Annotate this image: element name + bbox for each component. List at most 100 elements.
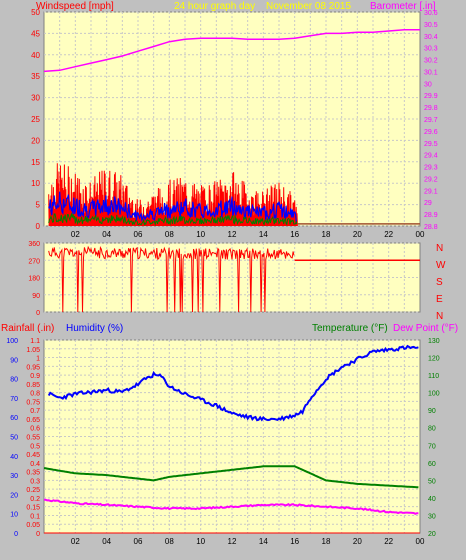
barometer-tick-label: 29.1 xyxy=(424,188,438,195)
x-tick-label: 10 xyxy=(196,537,205,546)
rainfall-tick-label: 0.7 xyxy=(30,408,40,415)
x-tick-label: 16 xyxy=(290,537,299,546)
barometer-tick-label: 29.2 xyxy=(424,176,438,183)
temperature-tick-label: 60 xyxy=(428,461,436,468)
wind-tick-label: 0 xyxy=(36,222,41,231)
barometer-tick-label: 28.9 xyxy=(424,212,438,219)
temperature-tick-label: 80 xyxy=(428,426,436,433)
wind-tick-label: 50 xyxy=(31,8,40,17)
rainfall-tick-label: 0.75 xyxy=(26,399,40,406)
windspeed-axis-title: Windspeed [mph] xyxy=(36,1,114,12)
wind-tick-label: 15 xyxy=(31,158,40,167)
temperature-tick-label: 70 xyxy=(428,443,436,450)
direction-tick-label: 360 xyxy=(28,241,40,248)
x-tick-label: 08 xyxy=(165,230,174,239)
compass-label: N xyxy=(436,243,443,254)
humidity-tick-label: 30 xyxy=(10,473,18,480)
x-tick-label: 22 xyxy=(384,537,393,546)
x-tick-label: 04 xyxy=(102,537,111,546)
wind-tick-label: 10 xyxy=(31,179,40,188)
graph-date-label: November 08 2015 xyxy=(266,1,351,12)
rainfall-tick-label: 0 xyxy=(36,531,40,538)
barometer-tick-label: 30.3 xyxy=(424,46,438,53)
dewpoint-series xyxy=(44,498,419,515)
graph-period-label: 24 hour graph day xyxy=(174,1,255,12)
barometer-tick-label: 30.5 xyxy=(424,22,438,29)
rainfall-tick-label: 0.05 xyxy=(26,522,40,529)
x-tick-label: 00 xyxy=(416,230,425,239)
wind-tick-label: 25 xyxy=(31,115,40,124)
x-tick-label: 02 xyxy=(71,230,80,239)
compass-label: N xyxy=(436,311,443,322)
x-tick-label: 06 xyxy=(134,537,143,546)
barometer-axis-title: Barometer [.in] xyxy=(370,1,436,12)
rainfall-tick-label: 1.1 xyxy=(30,338,40,345)
humidity-tick-label: 40 xyxy=(10,454,18,461)
wind-tick-label: 5 xyxy=(36,201,41,210)
temperature-tick-label: 100 xyxy=(428,391,440,398)
rainfall-tick-label: 0.8 xyxy=(30,391,40,398)
direction-tick-label: 180 xyxy=(28,276,40,283)
wind-tick-label: 30 xyxy=(31,94,40,103)
temperature-tick-label: 90 xyxy=(428,408,436,415)
humidity-tick-label: 60 xyxy=(10,415,18,422)
barometer-tick-label: 29.6 xyxy=(424,129,438,136)
rainfall-tick-label: 0.4 xyxy=(30,461,40,468)
barometer-tick-label: 29.4 xyxy=(424,153,438,160)
barometer-tick-label: 30.2 xyxy=(424,58,438,65)
x-tick-label: 08 xyxy=(165,537,174,546)
direction-tick-label: 90 xyxy=(32,293,40,300)
x-tick-label: 18 xyxy=(322,537,331,546)
rainfall-tick-label: 0.6 xyxy=(30,426,40,433)
wind-direction-series xyxy=(48,245,295,313)
humidity-tick-label: 90 xyxy=(10,357,18,364)
rainfall-tick-label: 0.5 xyxy=(30,443,40,450)
humidity-tick-label: 20 xyxy=(10,492,18,499)
temperature-tick-label: 120 xyxy=(428,356,440,363)
rainfall-tick-label: 1.05 xyxy=(26,347,40,354)
barometer-tick-label: 29.8 xyxy=(424,105,438,112)
rainfall-tick-label: 1 xyxy=(36,356,40,363)
x-tick-label: 14 xyxy=(259,537,268,546)
compass-label: S xyxy=(436,277,443,288)
humidity-tick-label: 0 xyxy=(14,531,18,538)
compass-label: W xyxy=(436,260,446,271)
temperature-series xyxy=(43,465,419,489)
x-tick-label: 00 xyxy=(416,537,425,546)
windspeed-avg-series xyxy=(48,191,297,223)
barometer-tick-label: 29.3 xyxy=(424,165,438,172)
wind-tick-label: 20 xyxy=(31,136,40,145)
wind-tick-label: 40 xyxy=(31,51,40,60)
humidity-tick-label: 10 xyxy=(10,512,18,519)
rainfall-tick-label: 0.85 xyxy=(26,382,40,389)
rainfall-tick-label: 0.25 xyxy=(26,487,40,494)
x-tick-label: 14 xyxy=(259,230,268,239)
dewpoint-axis-title: Dew Point (°F) xyxy=(393,323,458,334)
temperature-tick-label: 40 xyxy=(428,496,436,503)
barometer-tick-label: 30 xyxy=(424,81,432,88)
compass-label: E xyxy=(436,294,443,305)
temperature-tick-label: 130 xyxy=(428,338,440,345)
direction-tick-label: 0 xyxy=(36,310,40,317)
temperature-tick-label: 50 xyxy=(428,478,436,485)
x-tick-label: 20 xyxy=(353,537,362,546)
x-tick-label: 02 xyxy=(71,537,80,546)
barometer-tick-label: 30.6 xyxy=(424,10,438,17)
series-lines xyxy=(43,29,420,534)
x-tick-label: 22 xyxy=(384,230,393,239)
direction-tick-label: 270 xyxy=(28,258,40,265)
x-tick-label: 12 xyxy=(228,230,237,239)
x-tick-label: 04 xyxy=(102,230,111,239)
windspeed-low-series xyxy=(48,212,298,227)
rainfall-tick-label: 0.9 xyxy=(30,373,40,380)
x-tick-label: 18 xyxy=(322,230,331,239)
barometer-tick-label: 30.4 xyxy=(424,34,438,41)
x-tick-label: 20 xyxy=(353,230,362,239)
barometer-tick-label: 28.8 xyxy=(424,224,438,231)
humidity-tick-label: 100 xyxy=(6,338,18,345)
rainfall-tick-label: 0.55 xyxy=(26,435,40,442)
barometer-tick-label: 29.9 xyxy=(424,93,438,100)
temperature-tick-label: 20 xyxy=(428,531,436,538)
